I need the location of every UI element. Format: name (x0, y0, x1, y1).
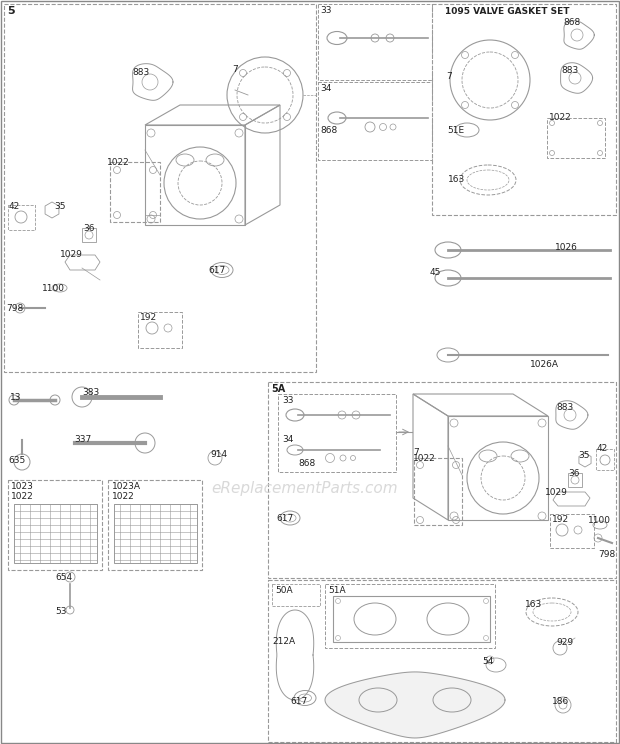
Bar (114, 504, 197, 563)
Text: 7: 7 (446, 72, 452, 81)
Text: 1022: 1022 (112, 492, 135, 501)
Text: 163: 163 (448, 175, 465, 184)
Bar (272, 584, 320, 606)
Text: 1026: 1026 (555, 243, 578, 252)
Text: 1029: 1029 (545, 488, 568, 497)
Text: 868: 868 (298, 459, 315, 468)
Text: 1100: 1100 (588, 516, 611, 525)
Text: eReplacementParts.com: eReplacementParts.com (211, 481, 398, 496)
Text: 1022: 1022 (413, 454, 436, 463)
Text: 163: 163 (525, 600, 542, 609)
Bar (432, 4, 616, 215)
Text: 33: 33 (320, 6, 332, 15)
Bar (318, 82, 432, 160)
Bar (325, 584, 495, 648)
Text: 192: 192 (140, 313, 157, 322)
Text: 54: 54 (482, 657, 494, 666)
Text: 617: 617 (276, 514, 293, 523)
Text: 1022: 1022 (549, 113, 572, 122)
Text: 45: 45 (430, 268, 441, 277)
Text: 192: 192 (552, 515, 569, 524)
Text: 654: 654 (55, 573, 72, 582)
Text: 617: 617 (208, 266, 225, 275)
Text: 34: 34 (282, 435, 293, 444)
Text: 36: 36 (83, 224, 94, 233)
Text: 1029: 1029 (60, 250, 83, 259)
Text: 1022: 1022 (107, 158, 130, 167)
Text: 36: 36 (568, 469, 580, 478)
Text: 42: 42 (9, 202, 20, 211)
Text: 929: 929 (556, 638, 573, 647)
Text: 42: 42 (597, 444, 608, 453)
Text: 5A: 5A (271, 384, 285, 394)
Text: 50A: 50A (275, 586, 293, 595)
Polygon shape (325, 672, 505, 738)
Text: 5: 5 (7, 6, 15, 16)
Text: 1023: 1023 (11, 482, 34, 491)
Text: 33: 33 (282, 396, 293, 405)
Bar (268, 580, 616, 742)
Text: 53: 53 (55, 607, 66, 616)
Text: 13: 13 (10, 393, 22, 402)
Text: 1100: 1100 (42, 284, 65, 293)
Bar (138, 312, 182, 348)
Text: 7: 7 (232, 65, 237, 74)
Text: 868: 868 (320, 126, 337, 135)
Text: 1022: 1022 (11, 492, 33, 501)
Text: 1095 VALVE GASKET SET: 1095 VALVE GASKET SET (445, 7, 570, 16)
Text: 798: 798 (598, 550, 615, 559)
Text: 212A: 212A (272, 637, 295, 646)
Bar (4, 4, 316, 372)
Bar (8, 205, 35, 230)
Text: 798: 798 (6, 304, 24, 313)
Bar (14, 504, 97, 563)
Bar (550, 514, 594, 548)
Text: 51A: 51A (328, 586, 345, 595)
Bar (596, 449, 614, 470)
Text: 635: 635 (8, 456, 25, 465)
Text: 34: 34 (320, 84, 331, 93)
Text: 51E: 51E (447, 126, 464, 135)
Bar (268, 382, 616, 578)
Text: 868: 868 (563, 18, 580, 27)
Text: 337: 337 (74, 435, 91, 444)
Text: 883: 883 (132, 68, 149, 77)
Bar (278, 394, 396, 472)
Text: 1023A: 1023A (112, 482, 141, 491)
Text: 883: 883 (561, 66, 578, 75)
Bar (8, 480, 102, 570)
Bar (318, 4, 432, 80)
Text: 1026A: 1026A (530, 360, 559, 369)
Text: 7: 7 (413, 448, 418, 457)
Text: 35: 35 (54, 202, 66, 211)
Text: 883: 883 (556, 403, 574, 412)
Text: 186: 186 (552, 697, 569, 706)
Text: 383: 383 (82, 388, 99, 397)
Text: 617: 617 (290, 697, 308, 706)
Text: 35: 35 (578, 451, 590, 460)
Bar (108, 480, 202, 570)
Text: 914: 914 (210, 450, 227, 459)
